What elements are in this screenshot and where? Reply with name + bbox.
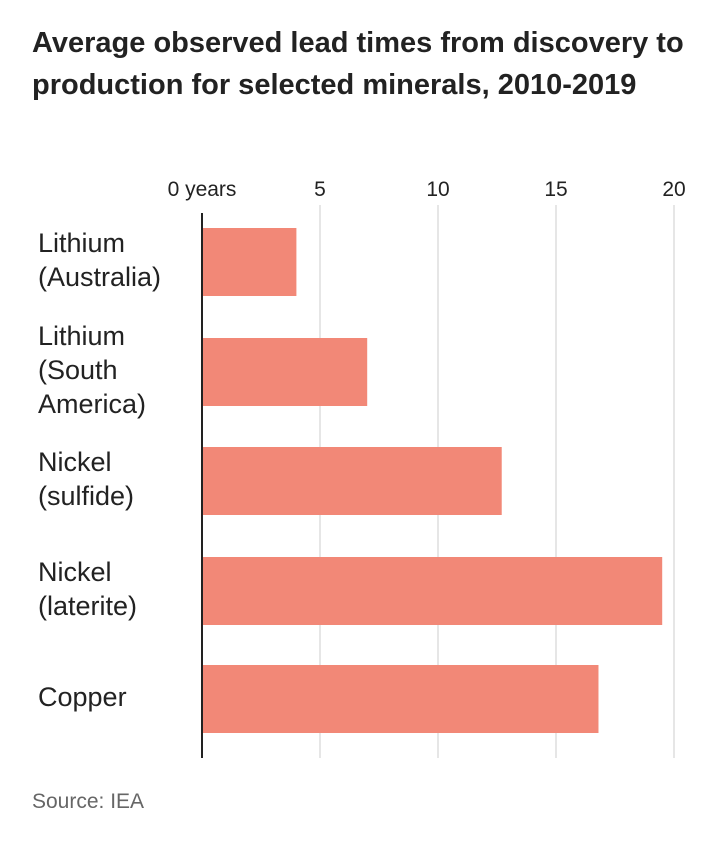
category-label: Nickel (laterite) [38, 557, 137, 621]
x-tick-label: 15 [544, 178, 567, 201]
source-note: Source: IEA [32, 790, 145, 813]
x-tick-label: 10 [426, 178, 449, 201]
bar [202, 665, 599, 733]
bars [202, 228, 663, 733]
category-label: Nickel (sulfide) [38, 447, 134, 511]
category-labels: Lithium (Australia) Lithium (South America) N… [38, 228, 161, 712]
x-tick-label: 0 years [168, 178, 237, 201]
x-tick-label: 5 [314, 178, 326, 201]
bar-chart: 0 years 5 10 15 20 Lithium (Australia)Lithium… [38, 178, 686, 758]
bar [202, 228, 297, 296]
bar [202, 447, 502, 515]
x-tick-label: 20 [662, 178, 685, 201]
category-label: Lithium (South America) [38, 321, 146, 419]
chart-title: Average observed lead times from discove… [32, 27, 684, 101]
bar [202, 338, 368, 406]
category-label: Copper [38, 682, 127, 712]
bar [202, 557, 663, 625]
x-axis-tick-labels: 0 years 5 10 15 20 [168, 178, 686, 201]
category-label: Lithium (Australia) [38, 228, 161, 292]
